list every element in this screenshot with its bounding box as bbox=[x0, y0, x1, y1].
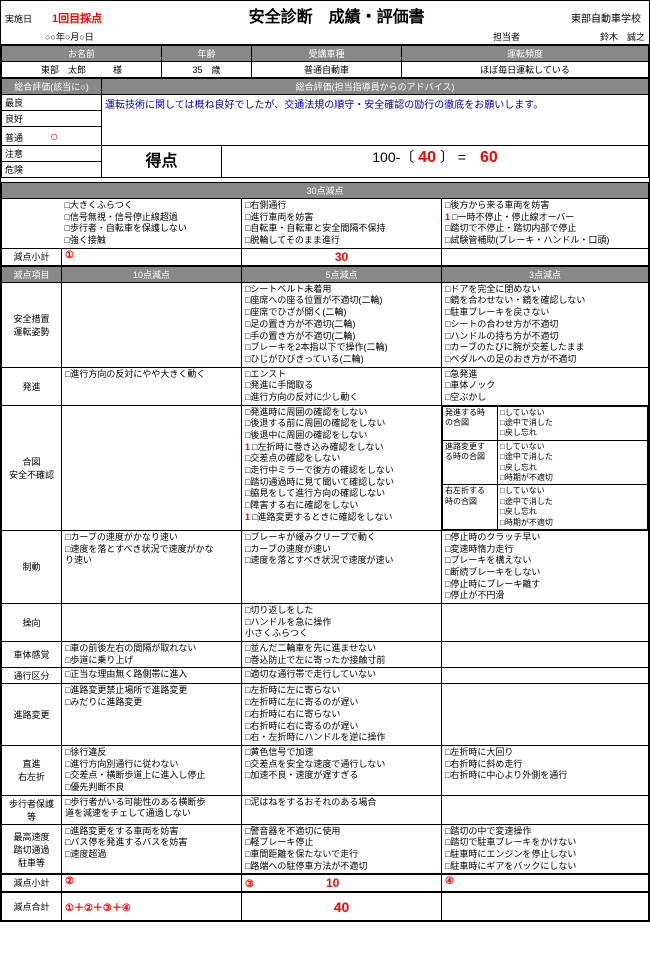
d30-subtotal-label: 減点小計 bbox=[2, 248, 62, 265]
score-label: 得点 bbox=[102, 146, 222, 178]
level-4: 危険 bbox=[2, 162, 102, 178]
c10-cell bbox=[62, 405, 242, 530]
overall-table: 総合評価(該当に○) 総合評価(担当指導員からのアドバイス) 最良運転技術に関し… bbox=[1, 78, 649, 178]
tantou-label: 担当者 bbox=[493, 30, 520, 43]
category-cell: 制動 bbox=[2, 530, 62, 603]
category-cell: 直進右左折 bbox=[2, 745, 62, 795]
page-title: 安全診断 成績・評価書 bbox=[249, 3, 425, 27]
subtotal-label: 減点小計 bbox=[2, 875, 62, 892]
d30-col1: □大きくふらつく□信号無視・信号停止線超過□歩行者・自転車を保護しない□強く接触 bbox=[62, 199, 242, 249]
c10-cell: □カーブの速度がかなり速い□速度を落とすべき状況で速度がかなり速い bbox=[62, 530, 242, 603]
eval-header: 総合評価(該当に○) bbox=[2, 79, 102, 95]
c3-cell: □踏切の中で変速操作□踏切で駐車ブレーキをかけない□駐車時にエンジンを停止しない… bbox=[442, 824, 649, 874]
advice-text: 運転技術に関しては概ね良好でしたが、交通法規の順守・安全確認の励行の徹底をお願い… bbox=[102, 95, 649, 146]
category-cell: 通行区分 bbox=[2, 668, 62, 684]
name-value: 東部 太郎 様 bbox=[2, 62, 162, 78]
type-label: 受講車種 bbox=[252, 46, 402, 62]
c10-cell: □正当な理由無く路側帯に進入 bbox=[62, 668, 242, 684]
c10-cell bbox=[62, 282, 242, 367]
total-value: 40 bbox=[242, 893, 442, 921]
d30-col3: □後方から来る車両を妨害1□一時不停止・停止線オーバー□踏切で不停止・踏切内部で… bbox=[442, 199, 649, 249]
header-row1: 実施日 1回目採点 安全診断 成績・評価書 東部自動車学校 bbox=[1, 1, 649, 29]
c5-cell: □左折時に左に寄らない□左折時に左に寄るのが遅い□右折時に右に寄らない□右折時に… bbox=[242, 684, 442, 745]
c3-cell: □左折時に大回り□右折時に斜め走行□右折時に中心より外側を通行 bbox=[442, 745, 649, 795]
c10-cell: □徐行違反□進行方向別通行に従わない□交差点・横断歩道上に進入し停止□優先判断不… bbox=[62, 745, 242, 795]
level-3: 注意 bbox=[2, 146, 102, 162]
age-label: 年齢 bbox=[162, 46, 252, 62]
score-formula: 100-〔 40 〕 = 60 bbox=[222, 146, 649, 178]
c5-cell: □泥はねをするおそれのある場合 bbox=[242, 795, 442, 824]
evaluation-sheet: 実施日 1回目採点 安全診断 成績・評価書 東部自動車学校 ○○年○月○日 担当… bbox=[0, 0, 650, 922]
c5-cell: □黄色信号で加速□交差点を安全な速度で通行しない□加速不良・速度が遅すぎる bbox=[242, 745, 442, 795]
subtotal-2: ② bbox=[62, 875, 242, 892]
c5-cell: □発進時に周囲の確認をしない□後退する前に周囲の確認をしない□後退中に周囲の確認… bbox=[242, 405, 442, 530]
subtotal-4: ④ bbox=[442, 875, 649, 892]
c5-cell: □ブレーキが緩みクリープで動く□カーブの速度が速い□速度を落とすべき状況で速度が… bbox=[242, 530, 442, 603]
c3-cell bbox=[442, 795, 649, 824]
category-cell: 発進 bbox=[2, 367, 62, 405]
c5-cell: □適切な通行帯で走行していない bbox=[242, 668, 442, 684]
c5-cell: □エンスト□発進に手間取る□進行方向の反対に少し動く bbox=[242, 367, 442, 405]
c3-cell: □停止時のクラッチ早い□変速時惰力走行□ブレーキを構えない□断続ブレーキをしない… bbox=[442, 530, 649, 603]
freq-label: 運転頻度 bbox=[402, 46, 649, 62]
level-1: 良好 bbox=[2, 111, 102, 127]
c5-cell: □警音器を不適切に使用□軽ブレーキ停止□車間距離を保たないで走行□路端への駐停車… bbox=[242, 824, 442, 874]
d30-marker: ① bbox=[62, 248, 242, 265]
date-value: ○○年○月○日 bbox=[45, 30, 94, 43]
c5-cell: □並んだ二輪車を先に進ませない□巻込防止で左に寄ったか接触寸前 bbox=[242, 642, 442, 668]
c5-cell: □シートベルト未着用□座席への座る位置が不適切(二輪)□座席でひざが開く(二輪)… bbox=[242, 282, 442, 367]
c3-cell bbox=[442, 642, 649, 668]
school-name: 東部自動車学校 bbox=[571, 10, 641, 25]
deduct30-table: 30点減点 □大きくふらつく□信号無視・信号停止線超過□歩行者・自転車を保護しな… bbox=[1, 182, 649, 266]
subtotal-table: 減点小計 ② ③ 10 ④ bbox=[1, 874, 649, 892]
c10-cell: □進路変更をする車両を妨害□バス停を発進するバスを妨害□速度超過 bbox=[62, 824, 242, 874]
freq-value: ほぼ毎日運転している bbox=[402, 62, 649, 78]
main-deduct-table: 減点項目 10点減点 5点減点 3点減点 安全措置運転姿勢□シートベルト未着用□… bbox=[1, 266, 649, 875]
category-cell: 進路変更 bbox=[2, 684, 62, 745]
deduct30-header: 30点減点 bbox=[2, 183, 649, 199]
c10-cell: □進路変更禁止場所で進路変更□みだりに進路変更 bbox=[62, 684, 242, 745]
d30-subtotal: 30 bbox=[242, 248, 442, 265]
header-row2: ○○年○月○日 担当者 鈴木 誠之 bbox=[1, 29, 649, 44]
c10-cell: □歩行者がいる可能性のある横断歩道を減速をチェして通過しない bbox=[62, 795, 242, 824]
subtotal-3: ③ 10 bbox=[242, 875, 442, 892]
name-label: お名前 bbox=[2, 46, 162, 62]
c3-cell: 発進する時の合図□していない□途中で消した□戻し忘れ進路変更する時の合図□してい… bbox=[442, 405, 649, 530]
c3-cell bbox=[442, 684, 649, 745]
c3-cell: □急発進□車体ノック□空ぶかし bbox=[442, 367, 649, 405]
d30-col2: □右側通行□進行車両を妨害□自転車・自転車と安全間隔不保持□脱輪してそのまま進行 bbox=[242, 199, 442, 249]
type-value: 普通自動車 bbox=[252, 62, 402, 78]
category-cell: 車体感覚 bbox=[2, 642, 62, 668]
tantou-name: 鈴木 誠之 bbox=[600, 30, 645, 43]
total-formula: ①＋②＋③＋④ bbox=[62, 893, 242, 921]
category-cell: 合図安全不確認 bbox=[2, 405, 62, 530]
level-0: 最良 bbox=[2, 95, 102, 111]
c5-cell: □切り返しをした□ハンドルを急に操作小さくふらつく bbox=[242, 604, 442, 642]
circle-mark: ○ bbox=[50, 128, 58, 144]
category-cell: 安全措置運転姿勢 bbox=[2, 282, 62, 367]
advice-header: 総合評価(担当指導員からのアドバイス) bbox=[102, 79, 649, 95]
c3-cell bbox=[442, 668, 649, 684]
date-label: 実施日 bbox=[5, 12, 32, 25]
category-cell: 最高速度踏切通過駐車等 bbox=[2, 824, 62, 874]
total-label: 減点合計 bbox=[2, 893, 62, 921]
c3-cell: □ドアを完全に閉めない□鏡を合わせない・鏡を確認しない□駐車ブレーキを戻さない□… bbox=[442, 282, 649, 367]
total-table: 減点合計 ①＋②＋③＋④ 40 bbox=[1, 892, 649, 921]
c3-cell bbox=[442, 604, 649, 642]
c10-cell: □進行方向の反対にやや大きく動く bbox=[62, 367, 242, 405]
c10-cell: □車の前後左右の間隔が取れない□歩道に乗り上げ bbox=[62, 642, 242, 668]
info-table: お名前 年齢 受講車種 運転頻度 東部 太郎 様 35 歳 普通自動車 ほぼ毎日… bbox=[1, 45, 649, 78]
age-value: 35 歳 bbox=[162, 62, 252, 78]
level-2: 普通 ○ bbox=[2, 127, 102, 146]
c10-cell bbox=[62, 604, 242, 642]
category-cell: 歩行者保護等 bbox=[2, 795, 62, 824]
round-label: 1回目採点 bbox=[52, 10, 102, 26]
category-cell: 操向 bbox=[2, 604, 62, 642]
